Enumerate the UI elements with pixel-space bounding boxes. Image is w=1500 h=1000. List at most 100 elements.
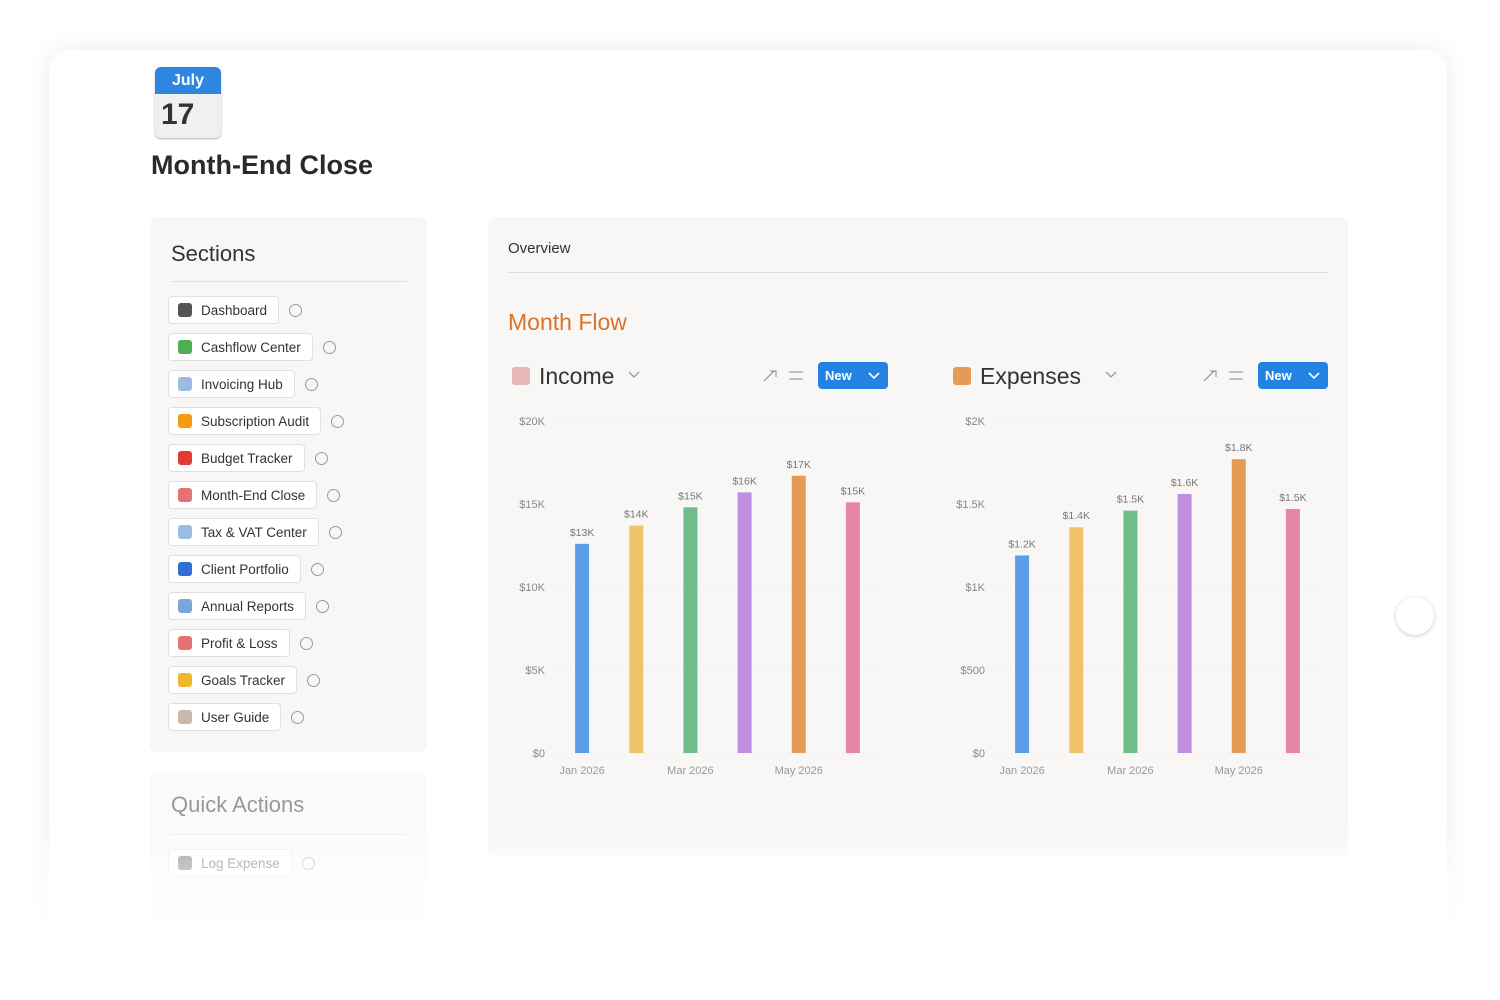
y-tick-label: $500 [961,665,985,677]
icon [178,599,192,613]
gear-icon[interactable] [289,303,303,317]
label: Month-End Close [201,487,306,503]
x-tick-label: May 2026 [775,765,823,777]
section-link[interactable]: Goals Tracker [168,666,298,694]
value-label: $1.5K [1279,492,1306,504]
y-tick-label: $10K [519,582,545,594]
section-link[interactable]: User Guide [168,703,282,731]
new-button-label: New [825,368,853,383]
button-caret [868,372,880,380]
value-label: $17K [786,459,811,471]
value-label: $1.2K [1008,538,1035,550]
x-tick-label: Jan 2026 [559,765,604,777]
x-tick-label: Mar 2026 [667,765,713,777]
value-label: $1.8K [1225,442,1252,454]
icon [178,377,192,391]
section-link[interactable]: Invoicing Hub [168,370,295,398]
expand-icon [763,370,777,382]
value-label: $13K [570,527,595,539]
gear-icon[interactable] [322,340,336,354]
value-label: $1.6K [1171,477,1198,489]
gear-icon[interactable] [304,377,318,391]
icon-day: 17 [161,98,195,131]
icon [178,673,192,687]
section-link[interactable]: Annual Reports [168,592,307,620]
fade [0,820,1500,1000]
icon [178,451,192,465]
help-button[interactable] [1396,597,1434,635]
section-row: Client Portfolio [168,555,324,583]
section-row: User Guide [168,703,305,731]
section-row: Dashboard [168,296,303,324]
value-label: $16K [732,475,757,487]
bar [629,525,644,753]
section-link[interactable]: Profit & Loss [168,629,290,657]
divider [508,272,1328,273]
y-tick-label: $0 [973,748,985,760]
chart-icon [512,367,530,385]
new-button[interactable] [1258,362,1328,389]
section-row: Annual Reports [168,592,330,620]
dropdown-icon [628,371,640,378]
section-row: Budget Tracker [168,444,328,472]
chart-title: Expenses [980,363,1081,389]
label: Goals Tracker [201,672,286,688]
y-tick-label: $15K [519,499,545,511]
icon [178,562,192,576]
icon [178,303,192,317]
gear-icon[interactable] [310,562,324,576]
gear-icon[interactable] [316,599,330,613]
label: Cashflow Center [201,339,301,355]
expand-icon [1203,370,1217,382]
bar [1285,508,1300,753]
label: Annual Reports [201,598,295,614]
gear-icon[interactable] [314,451,328,465]
section-row: Goals Tracker [168,666,321,694]
y-tick-label: $0 [533,748,545,760]
y-tick-label: $1K [965,582,985,594]
gear-icon[interactable] [328,525,342,539]
icon [178,488,192,502]
sections-card: Sections Dashboard Cashflow Center Invoici… [150,217,427,752]
chart-icon [953,367,971,385]
section-row: Profit & Loss [168,629,313,657]
section-link[interactable]: Month-End Close [168,481,318,509]
label: Invoicing Hub [201,376,283,392]
y-tick-label: $20K [519,416,545,428]
x-tick-label: Mar 2026 [1107,765,1153,777]
bar [1231,459,1246,753]
section-link[interactable]: Dashboard [168,296,280,324]
bar [1069,527,1084,753]
y-tick-label: $5K [525,665,545,677]
bar [683,507,698,753]
label: Subscription Audit [201,413,310,429]
section-link[interactable]: Tax & VAT Center [168,518,319,546]
section-link[interactable]: Subscription Audit [168,407,322,435]
section-row: Cashflow Center [168,333,336,361]
section-link[interactable]: Budget Tracker [168,444,305,472]
new-button[interactable] [818,362,888,389]
gear-icon[interactable] [299,636,313,650]
section-row: Tax & VAT Center [168,518,342,546]
page-title: Month-End Close [151,150,373,180]
x-tick-label: Jan 2026 [999,765,1044,777]
filter-icon [789,371,803,380]
label: Tax & VAT Center [201,524,307,540]
section-link[interactable]: Client Portfolio [168,555,301,583]
section-link[interactable]: Cashflow Center [168,333,313,361]
icon [178,414,192,428]
bar [791,475,806,753]
gear-icon[interactable] [307,673,321,687]
calendar-icon: July 17 [155,67,221,138]
divider [171,281,407,282]
gear-icon[interactable] [291,710,305,724]
gear-icon[interactable] [331,414,345,428]
overview-heading: Month Flow [508,309,627,335]
label: Profit & Loss [201,635,278,651]
chart-title: Income [539,363,614,389]
icon-month: July [155,67,221,94]
gear-icon[interactable] [327,488,341,502]
bar [737,492,752,753]
filter-icon [1229,371,1243,380]
